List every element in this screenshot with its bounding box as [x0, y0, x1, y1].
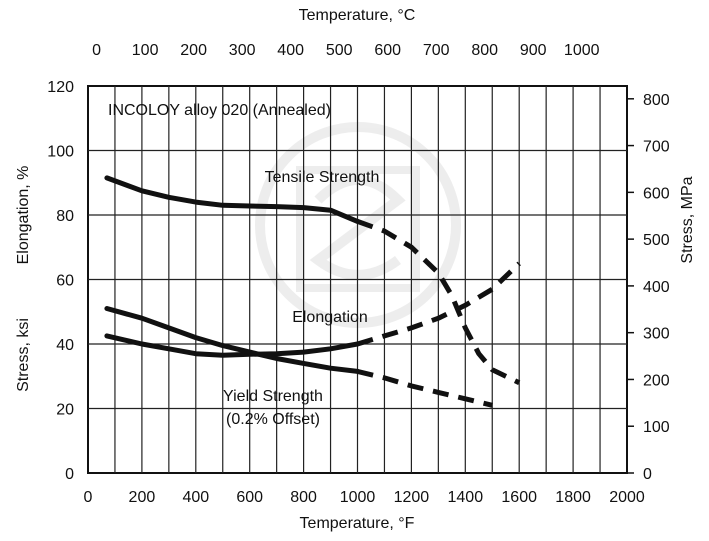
- x-bottom-tick-label: 0: [84, 489, 93, 506]
- x-bottom-tick-label: 1800: [555, 489, 591, 506]
- x-top-tick-label: 500: [326, 42, 353, 59]
- x-bottom-tick-label: 1600: [501, 489, 537, 506]
- x-bottom-tick-label: 800: [290, 489, 317, 506]
- grid: [88, 86, 627, 473]
- y-right-tick-label: 300: [643, 326, 670, 343]
- y-left-tick-label: 100: [47, 144, 74, 161]
- y-left-tick-label: 60: [56, 273, 74, 290]
- series-line-tensile-strength: [104, 175, 360, 224]
- x-top-tick-label: 300: [229, 42, 256, 59]
- x-top-tick-label: 1000: [564, 42, 600, 59]
- y-left-axis-title-bottom: Stress, ksi: [15, 318, 32, 392]
- series-line-tensile-strength-extrapolated: [356, 219, 521, 385]
- y-right-tick-label: 200: [643, 372, 670, 389]
- x-bottom-tick-label: 2000: [609, 489, 645, 506]
- series-line-yield-strength-0-2-offset: [104, 306, 360, 374]
- y-right-tick-label: 700: [643, 139, 670, 156]
- y-right-tick-labels: 0 100 200 300 400 500 600 700 800: [627, 92, 670, 483]
- x-top-tick-label: 100: [132, 42, 159, 59]
- y-left-tick-labels: 0 20 40 60 80 100 120: [47, 79, 74, 483]
- y-right-tick-label: 600: [643, 185, 670, 202]
- series-line-elongation-extrapolated: [356, 261, 521, 347]
- x-bottom-tick-label: 1400: [448, 489, 484, 506]
- x-bottom-tick-label: 600: [236, 489, 263, 506]
- series-layer: [104, 175, 521, 408]
- series-label-yield-strength-offset: (0.2% Offset): [226, 411, 320, 428]
- x-top-tick-label: 600: [374, 42, 401, 59]
- series-label-tensile-strength: Tensile Strength: [265, 169, 380, 186]
- y-right-tick-label: 800: [643, 92, 670, 109]
- y-right-tick-label: 500: [643, 232, 670, 249]
- y-left-tick-label: 0: [65, 466, 74, 483]
- series-line-yield-strength-0-2-offset-extrapolated: [356, 368, 493, 408]
- y-right-tick-label: 0: [643, 466, 652, 483]
- y-right-tick-label: 100: [643, 419, 670, 436]
- x-top-axis-title: Temperature, °C: [299, 7, 416, 24]
- x-bottom-axis-title: Temperature, °F: [300, 515, 415, 532]
- x-top-tick-label: 0: [92, 42, 101, 59]
- series-label-yield-strength: Yield Strength: [223, 388, 323, 405]
- y-left-tick-label: 20: [56, 402, 74, 419]
- y-right-tick-label: 400: [643, 279, 670, 296]
- y-left-tick-label: 40: [56, 337, 74, 354]
- series-label-elongation: Elongation: [292, 309, 368, 326]
- x-top-tick-label: 700: [423, 42, 450, 59]
- x-top-tick-label: 400: [277, 42, 304, 59]
- y-left-axis-title-top: Elongation, %: [15, 166, 32, 265]
- x-top-tick-label: 800: [471, 42, 498, 59]
- y-left-tick-label: 80: [56, 208, 74, 225]
- y-right-axis-title: Stress, MPa: [679, 176, 696, 263]
- x-bottom-tick-label: 400: [182, 489, 209, 506]
- x-top-tick-labels: 0 100 200 300 400 500 600 700 800 900 1000: [92, 42, 599, 59]
- x-bottom-tick-label: 1000: [340, 489, 376, 506]
- y-left-tick-label: 120: [47, 79, 74, 96]
- x-bottom-tick-label: 1200: [394, 489, 430, 506]
- x-bottom-tick-labels: 0 200 400 600 800 1000 1200 1400 1600 1800 2000: [84, 489, 645, 506]
- series-line-elongation: [104, 333, 360, 358]
- alloy-annotation: INCOLOY alloy 020 (Annealed): [108, 102, 331, 119]
- x-top-tick-label: 200: [180, 42, 207, 59]
- x-bottom-tick-label: 200: [129, 489, 156, 506]
- x-top-tick-label: 900: [520, 42, 547, 59]
